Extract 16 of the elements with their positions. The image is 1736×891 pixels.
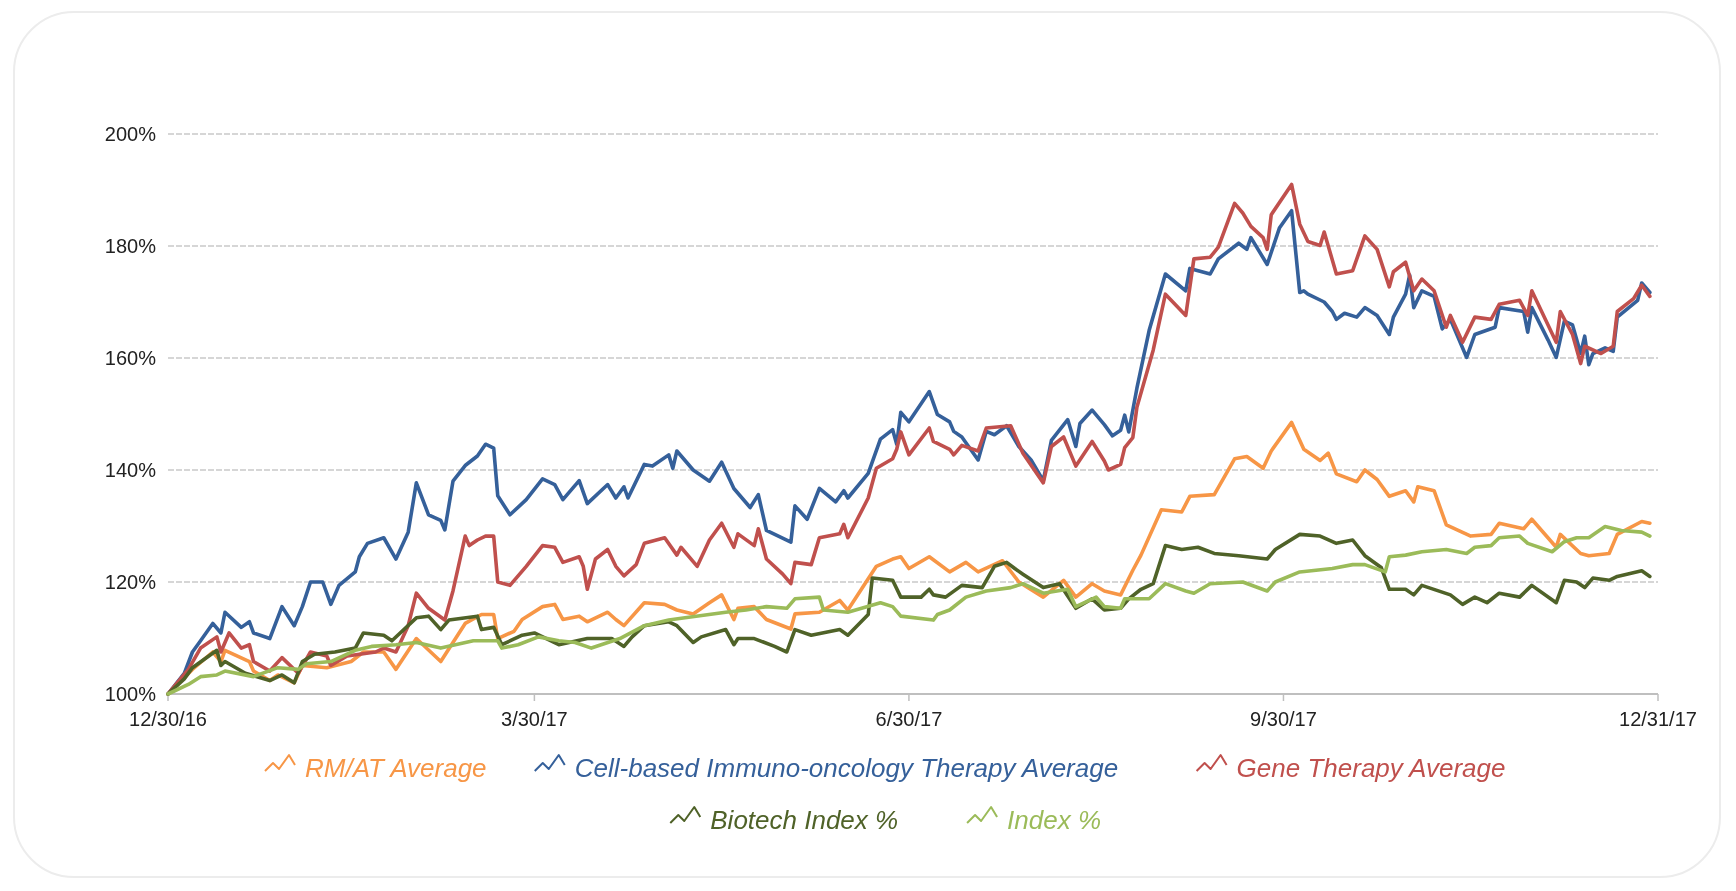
y-tick-label: 160% (104, 347, 157, 369)
y-tick-label: 100% (104, 683, 157, 705)
legend-label: Biotech Index % (710, 805, 899, 835)
y-tick-label: 200% (104, 123, 157, 145)
y-tick-label: 180% (104, 235, 157, 257)
legend-label: RM/AT Average (305, 753, 487, 783)
legend-label: Index % (1007, 805, 1102, 835)
y-tick-label: 140% (104, 459, 157, 481)
x-tick-label: 12/30/16 (129, 708, 207, 730)
x-tick-label: 6/30/17 (875, 708, 943, 730)
legend-label: Gene Therapy Average (1236, 753, 1506, 783)
y-tick-label: 120% (104, 571, 157, 593)
legend-label: Cell-based Immuno-oncology Therapy Average (574, 753, 1119, 783)
x-tick-label: 3/30/17 (501, 708, 568, 730)
x-tick-label: 9/30/17 (1250, 708, 1317, 730)
x-tick-label: 12/31/17 (1619, 708, 1697, 730)
